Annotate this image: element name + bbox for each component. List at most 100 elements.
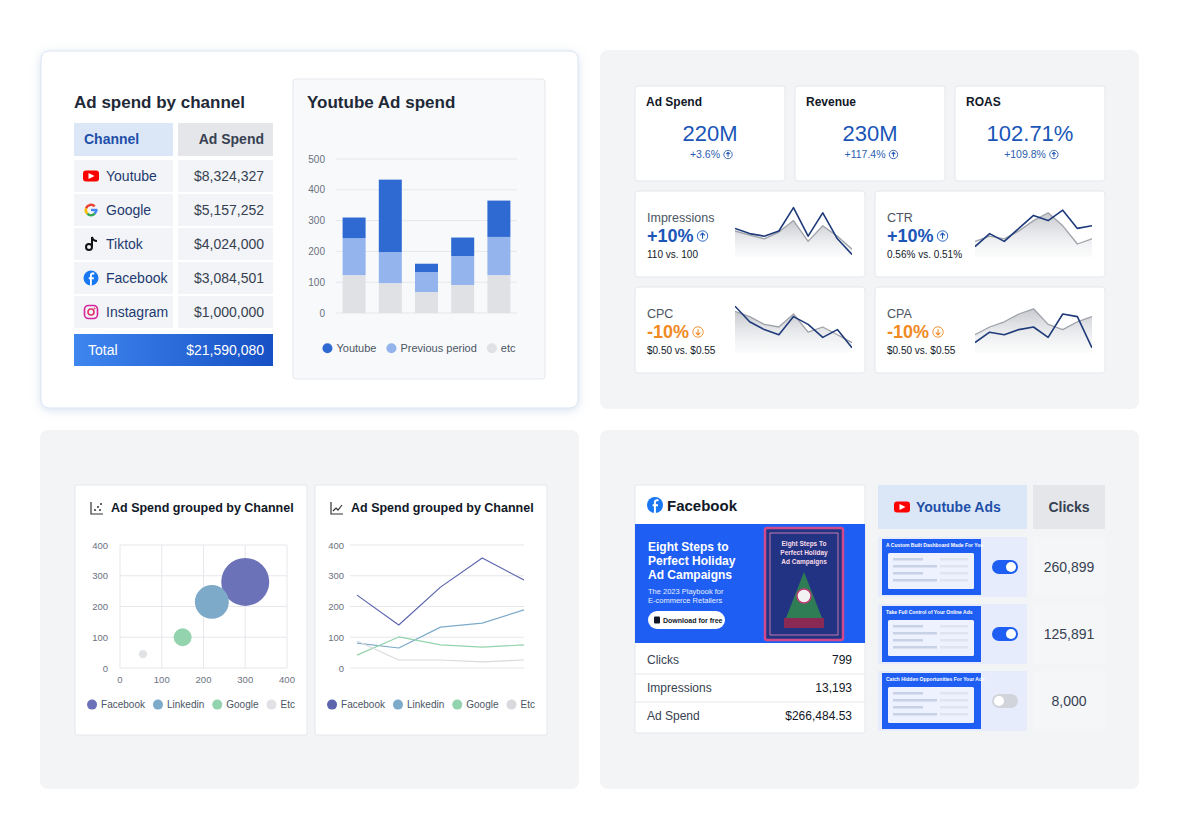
legend-item: Youtube	[322, 342, 376, 354]
sparkline	[975, 210, 1092, 257]
instagram-icon	[88, 309, 94, 315]
bubble	[195, 585, 229, 619]
thumbnail-title: A Custom Built Dashboard Made For You	[886, 542, 983, 548]
book-title: Ad Campaigns	[781, 558, 827, 566]
toggle[interactable]	[992, 694, 1018, 708]
chart-icon	[333, 505, 342, 511]
bar-segment	[343, 218, 366, 239]
sparkline-line	[975, 210, 1092, 246]
legend-marker	[212, 700, 222, 710]
banner-headline: Eight Steps to	[648, 540, 729, 554]
thumbnail-title: Take Full Control of Your Online Ads	[886, 609, 973, 615]
bubble	[139, 650, 147, 658]
tick-label: 400	[92, 540, 108, 551]
kpi-value: 102.71%	[987, 121, 1074, 146]
tick-label: 0	[319, 308, 325, 319]
chart-card	[293, 79, 545, 379]
thumbnail-line	[940, 639, 968, 642]
table-cell	[1033, 537, 1105, 597]
stat-value: 799	[832, 653, 852, 667]
header-label: Clicks	[1048, 499, 1089, 515]
trend-icon	[937, 231, 947, 241]
dashboard: Ad spend by channelChannelAd SpendYoutub…	[0, 0, 1180, 840]
chart-title: Ad Spend grouped by Channel	[111, 501, 294, 515]
metric-value: -10%	[647, 322, 689, 342]
legend-item: Previous period	[386, 342, 476, 354]
button-icon	[654, 617, 660, 624]
tick-label: 300	[237, 674, 253, 685]
instagram-icon	[94, 308, 96, 310]
clicks-value: 260,899	[1044, 559, 1095, 575]
legend-label: Linkedin	[167, 699, 204, 710]
legend-label: Facebook	[101, 699, 146, 710]
legend-label: Google	[466, 699, 499, 710]
grid-line	[350, 545, 524, 546]
card-title: Facebook	[667, 497, 738, 514]
legend-label: Google	[226, 699, 259, 710]
trend-icon	[940, 233, 945, 239]
trend-icon	[892, 152, 896, 157]
legend-label: Etc	[280, 699, 294, 710]
tick-label: 300	[328, 570, 344, 581]
thumbnail-screen	[888, 687, 974, 723]
legend-marker	[393, 700, 403, 710]
facebook-icon	[84, 271, 99, 286]
chart-icon	[331, 502, 343, 514]
chart-card	[315, 485, 547, 735]
grid-line	[350, 575, 524, 576]
legend-item: Facebook	[327, 699, 386, 710]
tick-label: 100	[308, 277, 325, 288]
book-ornament	[797, 589, 811, 603]
legend-item: Linkedin	[153, 699, 204, 710]
table-cell	[74, 228, 173, 260]
panel	[600, 50, 1139, 409]
kpi-card	[955, 86, 1105, 181]
thumbnail-title: Catch Hidden Opportunities For Your Ads	[886, 676, 985, 682]
table-cell	[74, 160, 173, 192]
download-button[interactable]	[648, 611, 725, 629]
grid-line	[120, 637, 287, 638]
book-tree	[786, 572, 822, 618]
chart-card	[75, 485, 307, 735]
trend-icon	[889, 150, 897, 158]
channel-name: Facebook	[106, 270, 168, 286]
grid-line	[120, 545, 287, 546]
toggle[interactable]	[992, 627, 1018, 641]
header-label: Channel	[84, 131, 139, 147]
header-cell	[878, 485, 1027, 529]
bar-segment	[379, 180, 402, 252]
bar-segment	[487, 201, 510, 237]
thumbnail-line	[940, 572, 968, 575]
thumbnail-line	[940, 646, 968, 649]
bar-segment	[415, 264, 438, 272]
chart-icon	[97, 506, 99, 508]
youtube-icon	[894, 502, 910, 513]
channel-name: Google	[106, 202, 151, 218]
metric-label: CTR	[887, 211, 913, 225]
instagram-icon	[85, 306, 98, 319]
bubble	[174, 628, 192, 646]
metric-card	[875, 191, 1105, 277]
channel-spend: $8,324,327	[194, 168, 264, 184]
sparkline-line	[735, 306, 852, 348]
sparkline-line	[975, 213, 1092, 244]
youtube-icon	[89, 173, 95, 179]
book-title: Perfect Holiday	[780, 549, 828, 557]
thumbnail-line	[940, 625, 968, 628]
bar-segment	[415, 292, 438, 313]
youtube-icon	[83, 171, 99, 182]
channel-spend: $5,157,252	[194, 202, 264, 218]
trend-icon	[697, 231, 707, 241]
channel-spend: $1,000,000	[194, 304, 264, 320]
grid-line	[120, 668, 287, 669]
toggle[interactable]	[992, 560, 1018, 574]
thumbnail-line	[893, 699, 937, 702]
table-cell	[878, 604, 1027, 664]
legend-item: Etc	[266, 699, 294, 710]
kpi-label: Revenue	[806, 95, 856, 109]
legend-item: Google	[212, 699, 259, 710]
banner-subtitle: E-commerce Retailers	[648, 596, 722, 605]
thumbnail-line	[940, 706, 968, 709]
google-icon	[86, 208, 88, 213]
thumbnail-line	[893, 558, 923, 561]
